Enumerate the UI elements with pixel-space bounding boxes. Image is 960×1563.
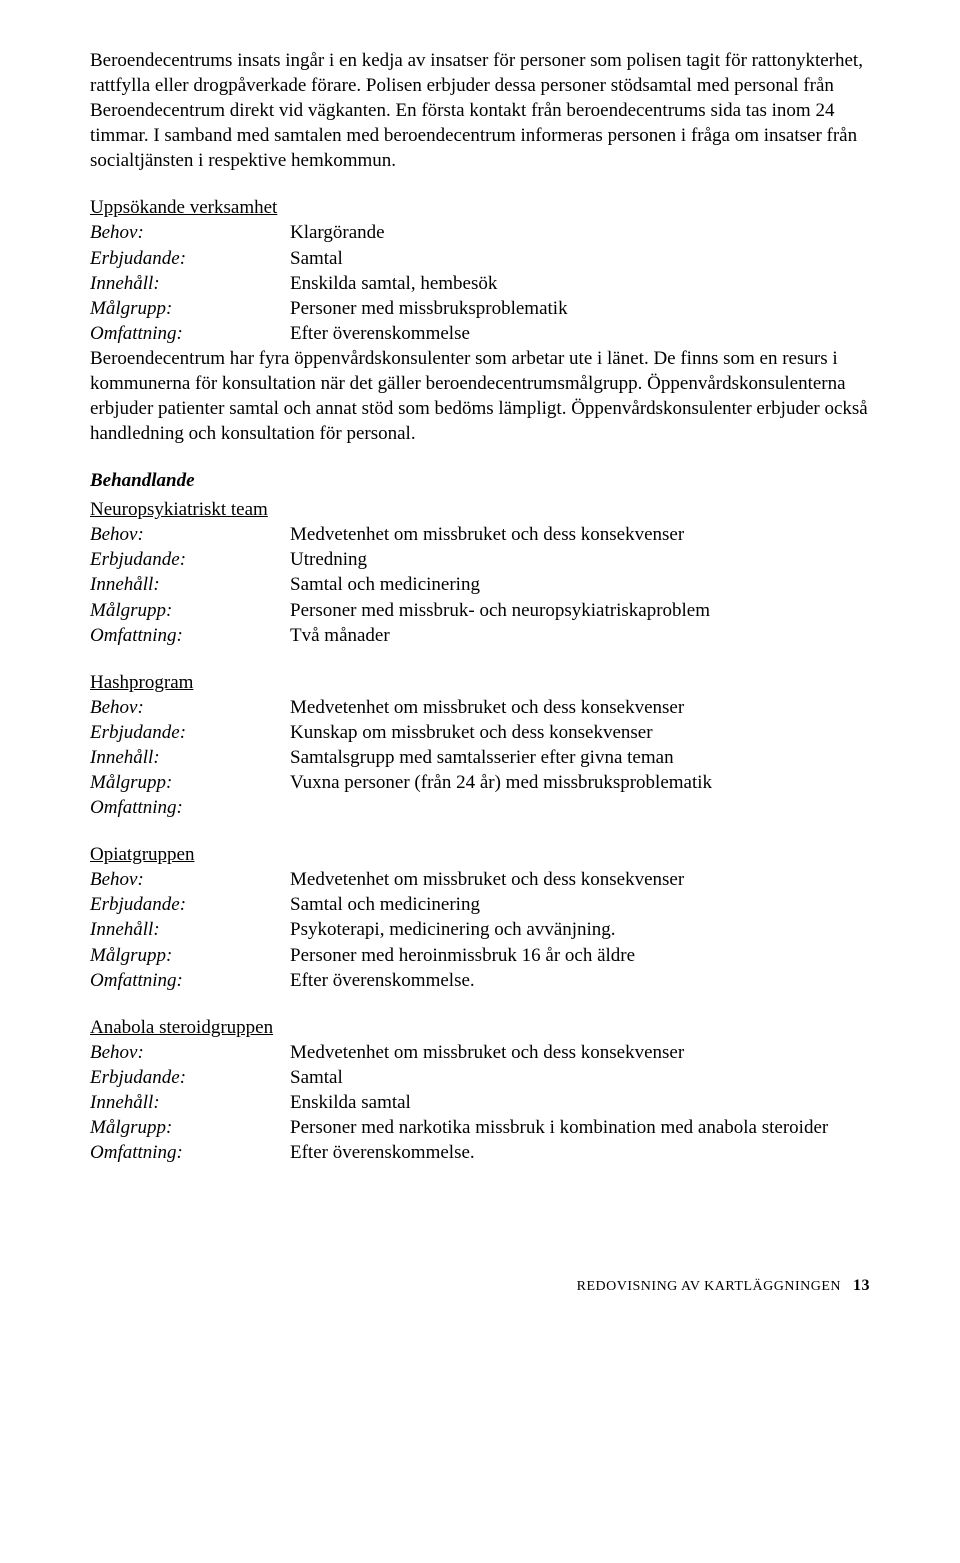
label-innehall: Innehåll: bbox=[90, 745, 290, 770]
label-erbjudande: Erbjudande: bbox=[90, 892, 290, 917]
value-innehall: Enskilda samtal, hembesök bbox=[290, 271, 870, 296]
neuro-block: Neuropsykiatriskt team Behov: Medvetenhe… bbox=[90, 497, 870, 647]
label-innehall: Innehåll: bbox=[90, 271, 290, 296]
value-behov: Medvetenhet om missbruket och dess konse… bbox=[290, 695, 870, 720]
opiat-heading: Opiatgruppen bbox=[90, 842, 870, 867]
value-malgrupp: Vuxna personer (från 24 år) med missbruk… bbox=[290, 770, 870, 795]
footer-text: REDOVISNING AV KARTLÄGGNINGEN bbox=[577, 1279, 841, 1294]
value-malgrupp: Personer med missbruk- och neuropsykiatr… bbox=[290, 598, 870, 623]
label-omfattning: Omfattning: bbox=[90, 623, 290, 648]
label-erbjudande: Erbjudande: bbox=[90, 547, 290, 572]
label-malgrupp: Målgrupp: bbox=[90, 1115, 290, 1140]
label-behov: Behov: bbox=[90, 1040, 290, 1065]
row-innehall: Innehåll: Samtalsgrupp med samtalsserier… bbox=[90, 745, 870, 770]
value-behov: Medvetenhet om missbruket och dess konse… bbox=[290, 522, 870, 547]
value-erbjudande: Samtal bbox=[290, 246, 870, 271]
label-omfattning: Omfattning: bbox=[90, 795, 290, 820]
row-behov: Behov: Medvetenhet om missbruket och des… bbox=[90, 867, 870, 892]
label-innehall: Innehåll: bbox=[90, 1090, 290, 1115]
value-malgrupp: Personer med heroinmissbruk 16 år och äl… bbox=[290, 943, 870, 968]
row-behov: Behov: Medvetenhet om missbruket och des… bbox=[90, 695, 870, 720]
label-innehall: Innehåll: bbox=[90, 572, 290, 597]
intro-paragraph: Beroendecentrums insats ingår i en kedja… bbox=[90, 48, 870, 173]
label-malgrupp: Målgrupp: bbox=[90, 598, 290, 623]
row-behov: Behov: Medvetenhet om missbruket och des… bbox=[90, 1040, 870, 1065]
label-erbjudande: Erbjudande: bbox=[90, 246, 290, 271]
uppsokande-aftertext: Beroendecentrum har fyra öppenvårdskonsu… bbox=[90, 346, 870, 446]
value-innehall: Samtal och medicinering bbox=[290, 572, 870, 597]
uppsokande-block: Uppsökande verksamhet Behov: Klargörande… bbox=[90, 195, 870, 446]
value-erbjudande: Samtal bbox=[290, 1065, 870, 1090]
value-innehall: Psykoterapi, medicinering och avvänjning… bbox=[290, 917, 870, 942]
page-number: 13 bbox=[853, 1277, 870, 1294]
row-erbjudande: Erbjudande: Samtal bbox=[90, 1065, 870, 1090]
value-innehall: Enskilda samtal bbox=[290, 1090, 870, 1115]
label-malgrupp: Målgrupp: bbox=[90, 770, 290, 795]
row-behov: Behov: Klargörande bbox=[90, 220, 870, 245]
row-innehall: Innehåll: Enskilda samtal bbox=[90, 1090, 870, 1115]
row-omfattning: Omfattning: Två månader bbox=[90, 623, 870, 648]
row-omfattning: Omfattning: Efter överenskommelse. bbox=[90, 968, 870, 993]
footer: REDOVISNING AV KARTLÄGGNINGEN 13 bbox=[90, 1275, 870, 1296]
neuro-heading: Neuropsykiatriskt team bbox=[90, 497, 870, 522]
row-malgrupp: Målgrupp: Vuxna personer (från 24 år) me… bbox=[90, 770, 870, 795]
row-erbjudande: Erbjudande: Kunskap om missbruket och de… bbox=[90, 720, 870, 745]
behandlande-heading: Behandlande bbox=[90, 468, 870, 493]
row-malgrupp: Målgrupp: Personer med missbruksproblema… bbox=[90, 296, 870, 321]
value-behov: Klargörande bbox=[290, 220, 870, 245]
value-erbjudande: Utredning bbox=[290, 547, 870, 572]
value-erbjudande: Samtal och medicinering bbox=[290, 892, 870, 917]
value-malgrupp: Personer med narkotika missbruk i kombin… bbox=[290, 1115, 870, 1140]
value-omfattning bbox=[290, 795, 870, 820]
value-omfattning: Två månader bbox=[290, 623, 870, 648]
label-omfattning: Omfattning: bbox=[90, 1140, 290, 1165]
row-omfattning: Omfattning: Efter överenskommelse. bbox=[90, 1140, 870, 1165]
label-malgrupp: Målgrupp: bbox=[90, 943, 290, 968]
value-behov: Medvetenhet om missbruket och dess konse… bbox=[290, 867, 870, 892]
row-malgrupp: Målgrupp: Personer med heroinmissbruk 16… bbox=[90, 943, 870, 968]
value-behov: Medvetenhet om missbruket och dess konse… bbox=[290, 1040, 870, 1065]
row-innehall: Innehåll: Samtal och medicinering bbox=[90, 572, 870, 597]
row-innehall: Innehåll: Enskilda samtal, hembesök bbox=[90, 271, 870, 296]
row-erbjudande: Erbjudande: Utredning bbox=[90, 547, 870, 572]
row-malgrupp: Målgrupp: Personer med missbruk- och neu… bbox=[90, 598, 870, 623]
anabola-heading: Anabola steroidgruppen bbox=[90, 1015, 870, 1040]
label-behov: Behov: bbox=[90, 220, 290, 245]
value-malgrupp: Personer med missbruksproblematik bbox=[290, 296, 870, 321]
label-behov: Behov: bbox=[90, 522, 290, 547]
row-malgrupp: Målgrupp: Personer med narkotika missbru… bbox=[90, 1115, 870, 1140]
label-erbjudande: Erbjudande: bbox=[90, 1065, 290, 1090]
label-behov: Behov: bbox=[90, 867, 290, 892]
uppsokande-heading: Uppsökande verksamhet bbox=[90, 195, 870, 220]
label-omfattning: Omfattning: bbox=[90, 321, 290, 346]
opiat-block: Opiatgruppen Behov: Medvetenhet om missb… bbox=[90, 842, 870, 992]
label-innehall: Innehåll: bbox=[90, 917, 290, 942]
row-erbjudande: Erbjudande: Samtal bbox=[90, 246, 870, 271]
value-innehall: Samtalsgrupp med samtalsserier efter giv… bbox=[290, 745, 870, 770]
row-behov: Behov: Medvetenhet om missbruket och des… bbox=[90, 522, 870, 547]
value-omfattning: Efter överenskommelse bbox=[290, 321, 870, 346]
row-innehall: Innehåll: Psykoterapi, medicinering och … bbox=[90, 917, 870, 942]
anabola-block: Anabola steroidgruppen Behov: Medvetenhe… bbox=[90, 1015, 870, 1165]
hash-block: Hashprogram Behov: Medvetenhet om missbr… bbox=[90, 670, 870, 820]
row-omfattning: Omfattning: Efter överenskommelse bbox=[90, 321, 870, 346]
label-malgrupp: Målgrupp: bbox=[90, 296, 290, 321]
value-erbjudande: Kunskap om missbruket och dess konsekven… bbox=[290, 720, 870, 745]
label-erbjudande: Erbjudande: bbox=[90, 720, 290, 745]
label-omfattning: Omfattning: bbox=[90, 968, 290, 993]
hash-heading: Hashprogram bbox=[90, 670, 870, 695]
label-behov: Behov: bbox=[90, 695, 290, 720]
row-erbjudande: Erbjudande: Samtal och medicinering bbox=[90, 892, 870, 917]
value-omfattning: Efter överenskommelse. bbox=[290, 968, 870, 993]
row-omfattning: Omfattning: bbox=[90, 795, 870, 820]
value-omfattning: Efter överenskommelse. bbox=[290, 1140, 870, 1165]
